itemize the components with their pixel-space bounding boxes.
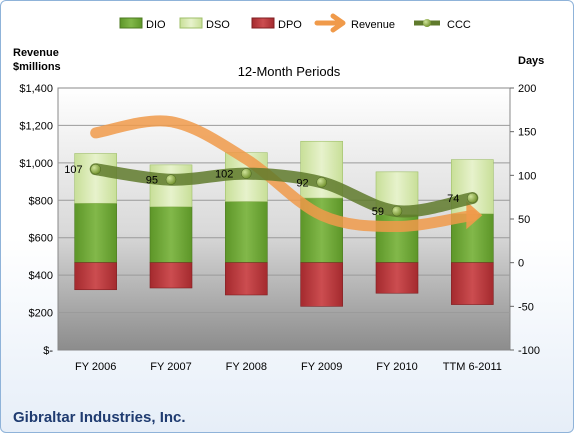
- bar-layer: [74, 140, 494, 307]
- category-label: FY 2009: [301, 361, 342, 373]
- dio-bar: [225, 201, 268, 263]
- right-tick-label: -100: [518, 345, 540, 357]
- right-axis-title: Days: [518, 55, 544, 67]
- ccc-line: [89, 163, 479, 218]
- ccc-point: [316, 177, 327, 188]
- dpo-bar: [74, 262, 117, 291]
- right-tick-label: 100: [518, 170, 536, 182]
- legend-dso-label: DSO: [206, 19, 230, 31]
- ccc-data-label: 107: [64, 164, 82, 176]
- legend: DIO DSO DPO Revenue CCC: [119, 13, 471, 33]
- left-tick-label: $-: [43, 345, 53, 357]
- left-tick-label: $800: [29, 195, 53, 207]
- left-tick-label: $1,000: [19, 158, 53, 170]
- data-label-layer: 107 95 102 92 59 74: [64, 164, 459, 218]
- category-label: FY 2010: [376, 361, 417, 373]
- ccc-data-label: 74: [447, 193, 459, 205]
- right-tick-label: 150: [518, 127, 536, 139]
- ccc-point: [165, 174, 177, 185]
- legend-revenue-label: Revenue: [351, 19, 395, 31]
- dpo-bar: [225, 262, 268, 296]
- category-label: TTM 6-2011: [443, 361, 502, 373]
- revenue-line: [90, 115, 478, 232]
- dpo-bar: [300, 262, 343, 307]
- legend-dio-label: DIO: [146, 19, 166, 31]
- legend-dpo-swatch: [251, 17, 275, 29]
- ccc-point: [90, 163, 101, 175]
- legend-revenue-arrow: [314, 13, 346, 33]
- tick-label-layer: $- $200 $400 $600 $800 $1,000 $1,200 $1,400 -100…: [19, 83, 540, 373]
- category-label: FY 2007: [150, 361, 191, 373]
- dpo-bar: [375, 262, 419, 294]
- dio-bar: [74, 202, 117, 263]
- left-tick-label: $200: [29, 308, 53, 320]
- ccc-point: [467, 192, 478, 204]
- company-name: Gibraltar Industries, Inc.: [13, 409, 186, 426]
- left-tick-label: $400: [29, 270, 53, 282]
- legend-ccc-label: CCC: [447, 19, 471, 31]
- right-tick-label: -50: [518, 301, 534, 313]
- left-axis-title-line1: Revenue: [13, 47, 59, 59]
- revenue-arrowhead: [466, 201, 483, 230]
- ccc-data-label: 59: [372, 206, 384, 218]
- ccc-point: [391, 205, 403, 217]
- left-axis-title-line2: $millions: [13, 61, 61, 73]
- legend-dso-swatch: [179, 17, 203, 29]
- category-label: FY 2006: [75, 361, 116, 373]
- left-tick-label: $600: [29, 233, 53, 245]
- left-tick-label: $1,400: [19, 83, 53, 95]
- dso-bar: [74, 153, 117, 204]
- ccc-point: [241, 168, 252, 179]
- grid-lines: [58, 124, 510, 314]
- dso-bar: [149, 164, 193, 208]
- legend-dio-swatch: [119, 17, 143, 29]
- dpo-bar: [451, 262, 494, 305]
- right-tick-label: 200: [518, 83, 536, 95]
- ccc-data-label: 92: [296, 177, 308, 189]
- dpo-bar: [149, 262, 193, 289]
- chart-title: 12-Month Periods: [238, 64, 341, 79]
- legend-dpo-label: DPO: [278, 19, 302, 31]
- ccc-data-label: 95: [146, 175, 158, 187]
- right-tick-label: 0: [518, 258, 524, 270]
- left-tick-label: $1,200: [19, 120, 53, 132]
- ccc-data-label: 102: [215, 169, 233, 181]
- line-layer: [89, 115, 483, 232]
- right-tick-label: 50: [518, 214, 530, 226]
- category-label: FY 2008: [226, 361, 267, 373]
- dio-bar: [149, 206, 193, 263]
- legend-ccc-marker: [423, 19, 431, 27]
